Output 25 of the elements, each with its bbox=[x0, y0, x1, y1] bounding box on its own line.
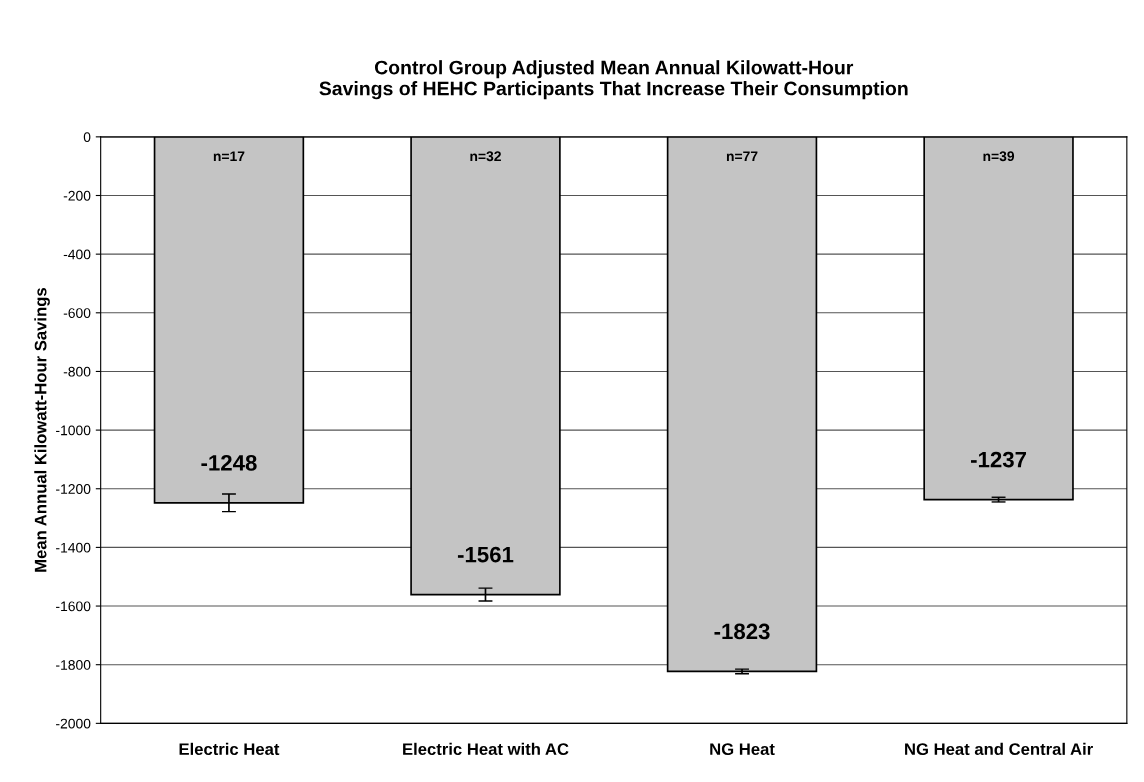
y-tick-label: -200 bbox=[63, 190, 91, 201]
data-label: -1237 bbox=[971, 451, 1027, 468]
x-tick-label: Electric Heat with AC bbox=[403, 742, 569, 756]
chart-title: Control Group Adjusted Mean Annual Kilowatt-Hour Savings of HEHC Participants That Increase Their Consumption bbox=[319, 60, 908, 100]
y-tick-label: -800 bbox=[63, 366, 91, 377]
annotation: n=39 bbox=[983, 151, 1015, 162]
data-label: -1248 bbox=[201, 454, 257, 471]
y-tick-label: -600 bbox=[63, 308, 91, 318]
x-tick-label: NG Heat bbox=[710, 743, 775, 756]
y-tick-label: -1800 bbox=[56, 660, 91, 670]
annotation: n=17 bbox=[213, 151, 245, 161]
y-axis-title: Mean Annual Kilowatt-Hour Savings bbox=[34, 288, 50, 572]
y-tick-label: -1400 bbox=[56, 542, 91, 553]
y-tick-label: -400 bbox=[63, 249, 91, 260]
data-label: -1561 bbox=[457, 546, 514, 563]
x-tick-label: Electric Heat bbox=[179, 742, 280, 756]
y-tick-label: -1000 bbox=[56, 425, 91, 436]
y-tick-label: -1200 bbox=[56, 484, 91, 494]
x-tick-label: NG Heat and Central Air bbox=[905, 742, 1093, 756]
y-tick-label: -2000 bbox=[56, 718, 91, 729]
y-tick-label: -1600 bbox=[56, 601, 91, 612]
annotation: n=32 bbox=[470, 151, 501, 162]
y-tick-label: 0 bbox=[83, 132, 91, 143]
annotation: n=77 bbox=[726, 151, 758, 161]
data-label: -1823 bbox=[714, 623, 770, 640]
